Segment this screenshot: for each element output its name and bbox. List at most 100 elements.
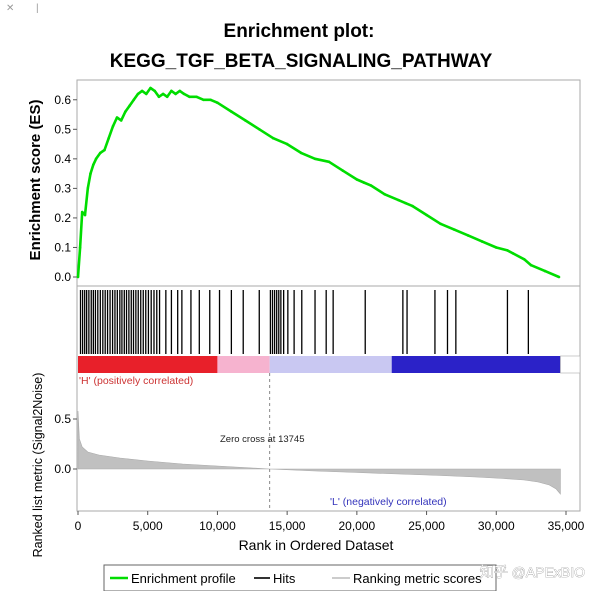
heatmap-end: [560, 355, 581, 374]
es-point: [481, 240, 484, 243]
chart-title-line2: KEGG_TGF_BETA_SIGNALING_PATHWAY: [110, 51, 493, 72]
es-point: [94, 157, 98, 161]
es-point: [209, 98, 212, 102]
hits-panel: [79, 290, 530, 354]
es-y-tick-label: 0.4: [54, 152, 71, 166]
corner-mark-left: ✕: [6, 3, 14, 14]
es-point: [89, 172, 92, 175]
es-point: [244, 119, 247, 122]
negative-correlation-label: 'L' (negatively correlated): [330, 496, 447, 508]
es-point: [161, 92, 165, 96]
legend-enrichment-label: Enrichment profile: [131, 571, 236, 586]
es-point: [327, 160, 331, 164]
heatmap-bar: [78, 355, 581, 374]
es-point: [153, 89, 156, 93]
es-point: [195, 95, 198, 99]
es-point: [453, 228, 456, 231]
es-point: [230, 110, 233, 113]
es-point: [397, 198, 401, 202]
es-point: [511, 252, 515, 255]
es-point: [157, 95, 161, 99]
es-y-tick-label: 0.0: [54, 270, 71, 284]
es-point: [341, 169, 345, 172]
x-tick-label: 20,000: [339, 519, 376, 533]
es-y-axis-label: Enrichment score (ES): [27, 100, 44, 261]
chart-title-line1: Enrichment plot:: [224, 21, 375, 42]
es-point: [149, 86, 152, 90]
metric-y-axis-label: Ranked list metric (Signal2Noise): [31, 373, 45, 558]
es-point: [188, 95, 191, 99]
x-tick-label: 25,000: [408, 519, 445, 533]
es-point: [362, 181, 366, 184]
es-point: [92, 163, 95, 167]
es-point: [495, 246, 498, 249]
es-point: [216, 101, 219, 104]
heatmap-segment: [78, 356, 218, 373]
es-point: [285, 142, 289, 146]
es-point: [355, 178, 359, 181]
es-y-tick-label: 0.5: [54, 122, 71, 136]
es-point: [411, 204, 414, 208]
watermark: 知乎 @APExBIO: [480, 564, 585, 580]
es-point: [86, 187, 90, 190]
legend-metric-label: Ranking metric scores: [353, 571, 482, 586]
es-point: [136, 92, 140, 96]
es-point: [174, 92, 177, 96]
legend-box: [103, 564, 497, 591]
es-point: [404, 201, 408, 205]
es-y-tick-label: 0.3: [54, 181, 71, 195]
es-point: [99, 151, 102, 155]
metric-y-tick-label: 0.0: [54, 462, 71, 476]
zero-cross-label: Zero cross at 13745: [220, 434, 305, 445]
es-point: [107, 136, 110, 140]
es-point: [140, 89, 144, 93]
es-point: [132, 98, 136, 102]
x-tick-label: 35,000: [548, 519, 585, 533]
es-point: [178, 89, 182, 93]
positive-correlation-label: 'H' (positively correlated): [79, 375, 193, 387]
es-point: [80, 210, 84, 214]
x-tick-label: 30,000: [478, 519, 515, 533]
heatmap-segment: [269, 356, 392, 373]
x-tick-label: 10,000: [199, 519, 236, 533]
x-tick-label: 0: [75, 519, 82, 533]
es-line: [76, 86, 560, 279]
es-point: [313, 157, 317, 161]
es-point: [506, 249, 509, 252]
es-point: [78, 246, 82, 249]
plot-frame: [76, 79, 581, 512]
x-axis-label: Rank in Ordered Dataset: [239, 537, 394, 553]
es-point: [271, 136, 275, 140]
metric-panel: 0.0 0.5: [54, 373, 561, 511]
heatmap-segment: [391, 356, 561, 373]
es-y-tick-label: 0.6: [54, 93, 71, 107]
es-point: [522, 258, 526, 261]
es-point: [557, 275, 561, 279]
es-point: [165, 95, 169, 99]
es-point: [529, 263, 533, 267]
es-point: [425, 213, 428, 217]
es-point: [128, 104, 131, 107]
metric-area: [77, 410, 561, 495]
es-point: [182, 92, 186, 96]
es-point: [103, 148, 106, 152]
x-tick-label: 15,000: [269, 519, 306, 533]
es-point: [543, 269, 547, 273]
es-point: [467, 234, 470, 237]
es-y-tick-label: 0.2: [54, 211, 71, 225]
x-tick-label: 5,000: [133, 519, 163, 533]
es-point: [439, 222, 442, 226]
es-point: [83, 213, 87, 217]
es-point: [111, 125, 115, 128]
corner-mark-right: |: [36, 3, 39, 14]
heatmap-segment: [217, 356, 270, 373]
es-point: [76, 275, 80, 279]
legend-hits-label: Hits: [273, 571, 296, 586]
es-point: [145, 92, 148, 96]
es-point: [258, 128, 261, 131]
es-panel: 0.0 0.1 0.2 0.3 0.4 0.5 0.6: [54, 86, 561, 284]
legend: Enrichment profile Hits Ranking metric s…: [103, 564, 497, 591]
es-point: [124, 110, 127, 113]
x-axis: 0 5,000 10,000 15,000 20,000 25,000 30,000 35,0…: [75, 511, 585, 533]
